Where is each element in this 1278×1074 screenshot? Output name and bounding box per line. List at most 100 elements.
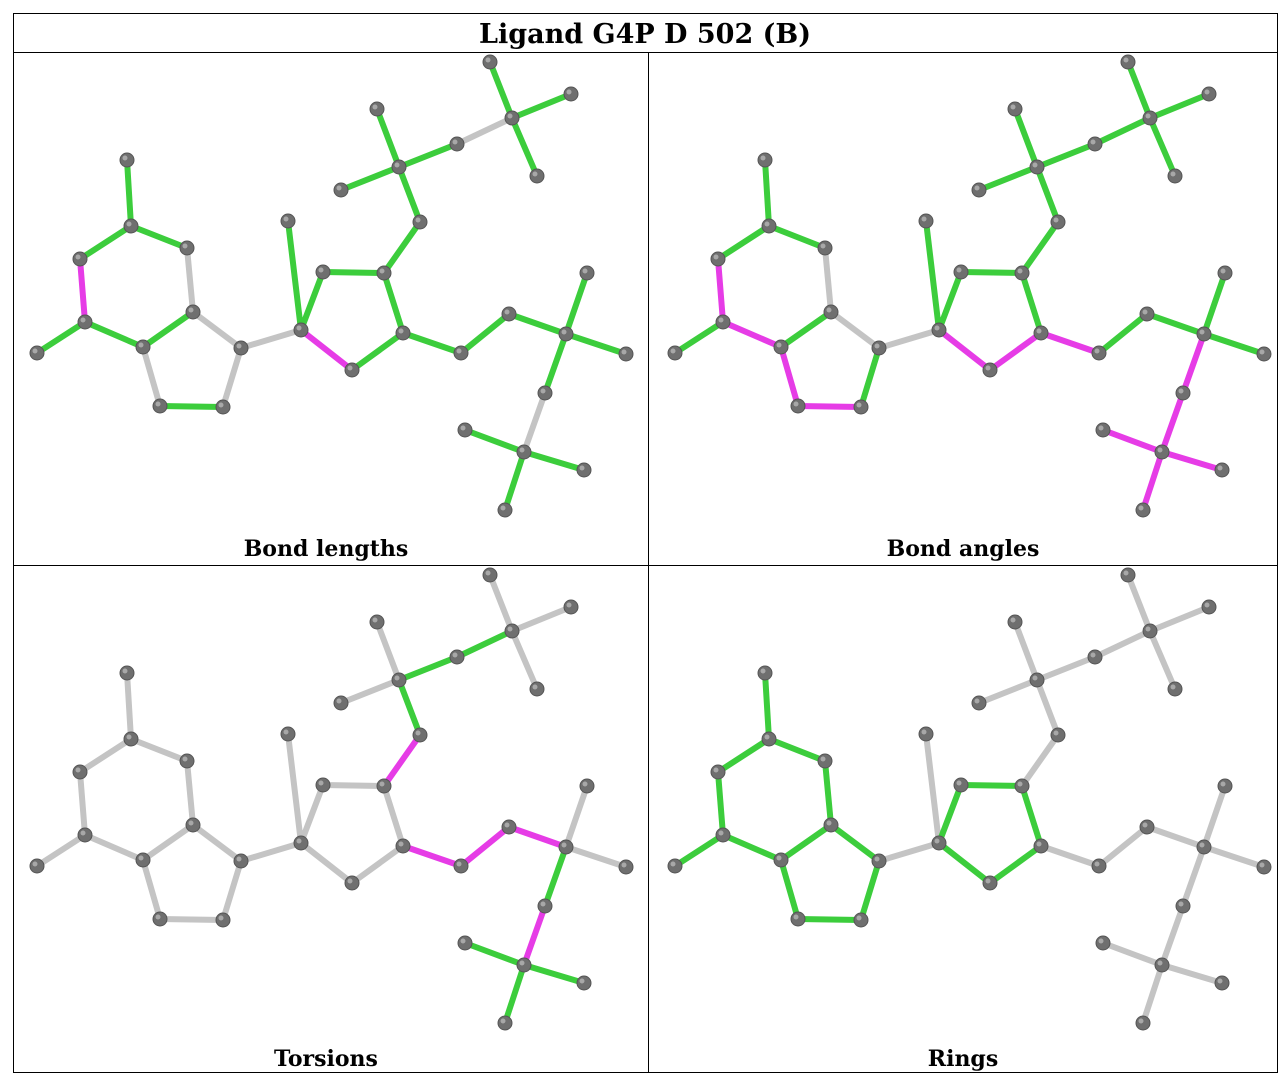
atom-highlight-O4' xyxy=(985,365,991,371)
atom-C4 xyxy=(773,852,789,868)
bond-C5'-O5' xyxy=(458,824,512,869)
atom-O3A xyxy=(449,649,465,665)
bond-Pb-O2B xyxy=(1201,844,1267,870)
atom-highlight-Px xyxy=(1098,425,1104,431)
atom-N2 xyxy=(667,858,683,874)
atom-O1A xyxy=(369,101,385,117)
atom-C4 xyxy=(135,852,151,868)
bond-C1'-C2' xyxy=(936,782,964,846)
atom-Pb xyxy=(558,326,574,342)
panel-caption-bond-angles: Bond angles xyxy=(887,536,1040,562)
atom-O2B xyxy=(618,346,634,362)
atom-C8 xyxy=(233,340,249,356)
atom-Pc xyxy=(504,623,520,639)
atom-O3C xyxy=(1154,957,1170,973)
bond-C8-C1' xyxy=(238,327,304,351)
atom-highlight-O3C xyxy=(1157,447,1163,453)
bond-C5-N1 xyxy=(184,758,196,828)
table-frame xyxy=(13,13,1278,1073)
atom-highlight-C2' xyxy=(318,267,324,273)
atom-N3 xyxy=(72,251,88,267)
atom-Px xyxy=(1095,935,1111,951)
atom-O3A xyxy=(1087,649,1103,665)
atom-highlight-C4' xyxy=(1036,328,1042,334)
atom-highlight-O1B xyxy=(582,268,588,274)
atom-O2' xyxy=(1050,727,1066,743)
atom-highlight-N9 xyxy=(793,914,799,920)
atom-N3 xyxy=(710,251,726,267)
atom-O3C xyxy=(516,957,532,973)
atom-highlight-O5' xyxy=(504,822,510,828)
atom-C2' xyxy=(953,777,969,793)
atom-O6 xyxy=(119,152,135,168)
atom-Pc xyxy=(504,110,520,126)
bond-O3B-O3C xyxy=(521,390,548,455)
atom-highlight-O1B xyxy=(1220,781,1226,787)
atom-O6 xyxy=(757,152,773,168)
bond-Pc-O2G xyxy=(509,604,574,634)
atom-O1B xyxy=(1217,265,1233,281)
atom-highlight-O1B xyxy=(1220,268,1226,274)
bond-Pa-O3A xyxy=(1034,141,1098,170)
atom-highlight-O3C xyxy=(519,960,525,966)
atom-highlight-Pa xyxy=(394,675,400,681)
atom-layer xyxy=(29,567,634,1031)
atom-N2 xyxy=(667,345,683,361)
bond-Pa-O3A xyxy=(396,141,460,170)
atom-O3A xyxy=(1087,136,1103,152)
atom-highlight-C5' xyxy=(1094,861,1100,867)
atom-N7 xyxy=(853,399,869,415)
bond-C2'-C3' xyxy=(958,782,1025,789)
panel-bond-lengths: Bond lengths xyxy=(29,54,634,562)
bond-C8-C1' xyxy=(876,327,942,351)
atom-N9 xyxy=(152,911,168,927)
atom-highlight-O3A xyxy=(452,652,458,658)
atom-highlight-C4 xyxy=(776,855,782,861)
bond-O4'-C1' xyxy=(936,327,993,373)
atom-highlight-Pb xyxy=(1199,842,1205,848)
atom-highlight-Py xyxy=(579,978,585,984)
bond-Pb-O3B xyxy=(1180,331,1207,396)
atom-N3 xyxy=(710,764,726,780)
atom-O2B xyxy=(1256,346,1272,362)
bond-N9-N7 xyxy=(795,403,864,410)
atom-highlight-Pz xyxy=(1138,1018,1144,1024)
atom-O3B xyxy=(1175,385,1191,401)
bond-O2'-Pa xyxy=(1034,164,1061,225)
atom-O6 xyxy=(119,665,135,681)
atom-N7 xyxy=(853,912,869,928)
atom-C2' xyxy=(953,264,969,280)
atom-C5 xyxy=(823,304,839,320)
atom-C6 xyxy=(761,731,777,747)
atom-highlight-O3G xyxy=(1170,171,1176,177)
atom-highlight-C6 xyxy=(126,734,132,740)
atom-highlight-C3' xyxy=(379,781,385,787)
bond-Pc-O1G xyxy=(487,59,515,121)
bond-layer xyxy=(672,59,1267,513)
atom-N9 xyxy=(790,398,806,414)
atom-C2 xyxy=(77,827,93,843)
atom-O3C xyxy=(1154,444,1170,460)
bond-C3'-O2' xyxy=(1019,219,1061,276)
atom-Pb xyxy=(1196,839,1212,855)
atom-O1G xyxy=(1120,54,1136,70)
bond-Pa-O2A xyxy=(338,164,402,193)
atom-highlight-Pz xyxy=(500,505,506,511)
bond-Pb-O3B xyxy=(542,331,569,396)
atom-O3A xyxy=(449,136,465,152)
atom-O3G xyxy=(1167,168,1183,184)
atom-highlight-O3A xyxy=(1090,139,1096,145)
atom-highlight-C4' xyxy=(398,841,404,847)
bond-C8-C1' xyxy=(238,840,304,864)
atom-O2' xyxy=(412,214,428,230)
bond-C3'-C4' xyxy=(381,783,406,849)
atom-highlight-O3B xyxy=(1178,388,1184,394)
atom-O3G xyxy=(529,168,545,184)
atom-C4 xyxy=(773,339,789,355)
atom-highlight-Pc xyxy=(507,626,513,632)
bond-Pc-O1G xyxy=(1125,572,1153,634)
bond-C5-C8 xyxy=(828,822,882,864)
atom-highlight-O2G xyxy=(566,602,572,608)
atom-highlight-O4' xyxy=(985,878,991,884)
bond-C2-N3 xyxy=(77,769,88,838)
